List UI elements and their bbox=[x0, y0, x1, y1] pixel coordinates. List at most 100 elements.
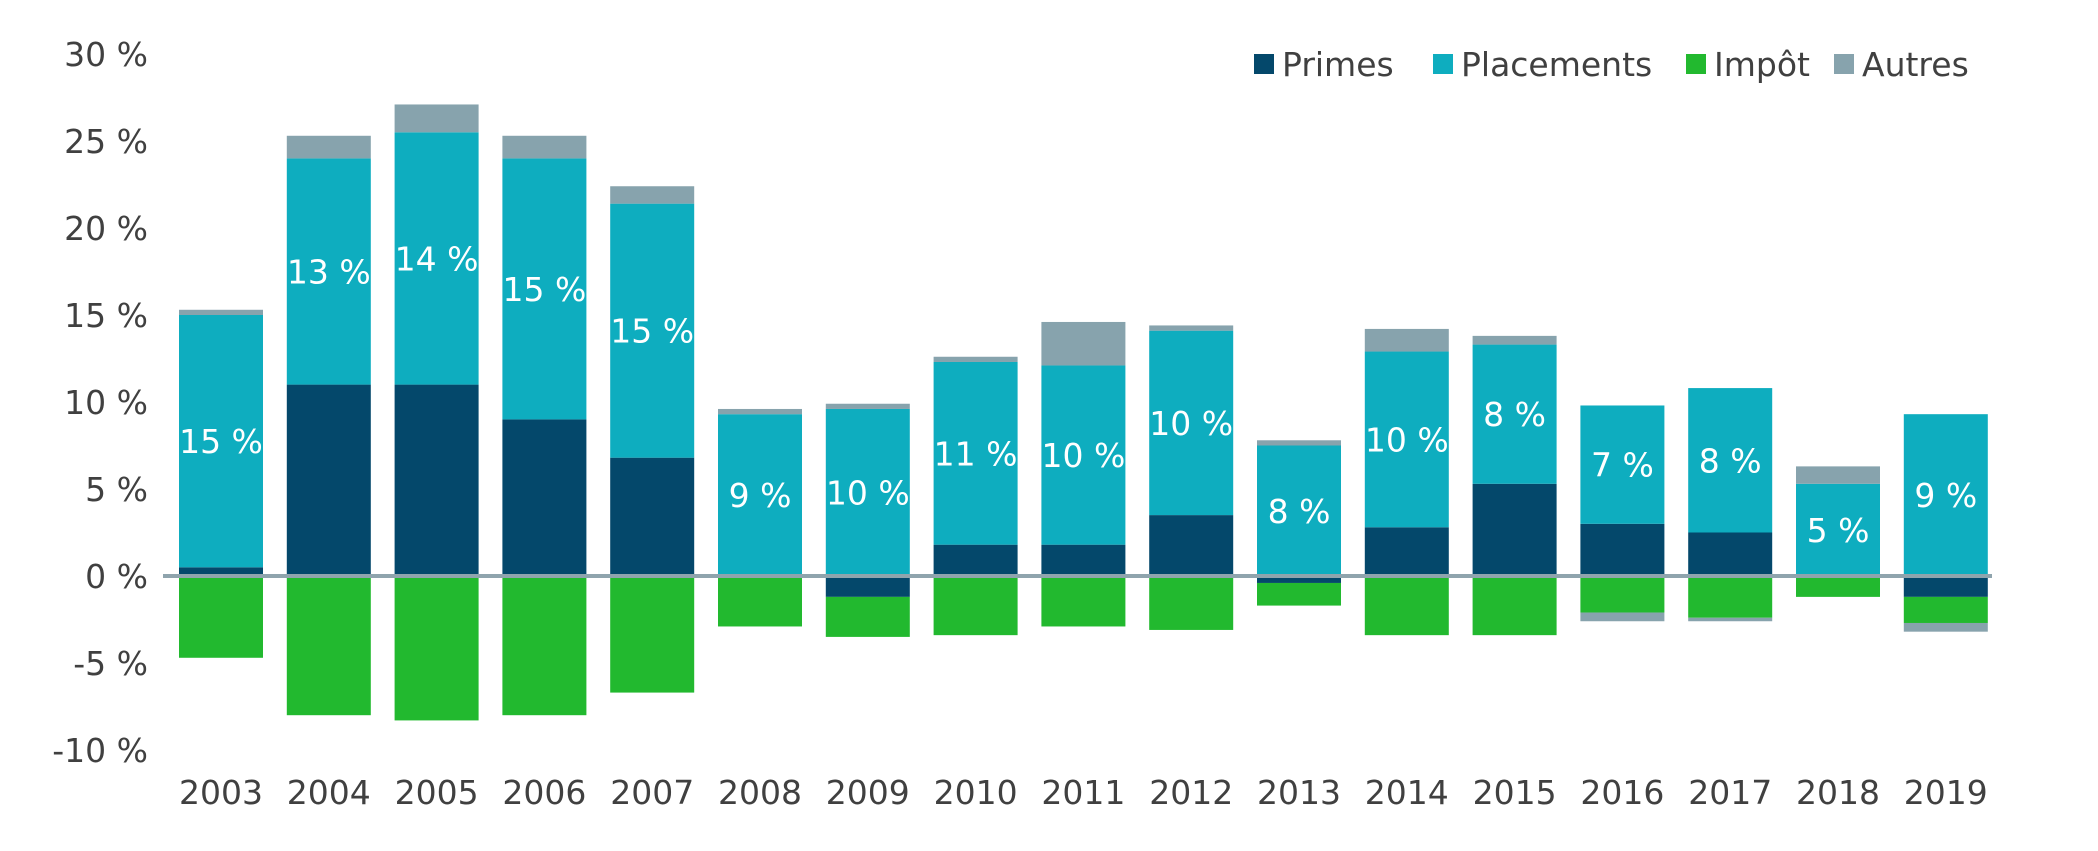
bar-value-label: 8 % bbox=[1483, 395, 1546, 434]
bar-segment-autres-2009 bbox=[825, 403, 910, 409]
y-tick-label: 25 % bbox=[64, 122, 148, 161]
bar-value-labels: 15 % 13 % 14 % 15 % 15 % 9 % 10 % 11 % 10 % 10 % 8… bbox=[179, 239, 1977, 549]
bar-segment-autres-2017 bbox=[1688, 617, 1773, 622]
y-tick-label: 20 % bbox=[64, 209, 148, 248]
bar-segment-impt-2012 bbox=[1149, 576, 1234, 630]
bar-segment-autres-2019 bbox=[1903, 622, 1988, 632]
bar-segment-primes-2012 bbox=[1149, 515, 1234, 576]
y-tick-label: 5 % bbox=[85, 470, 148, 509]
bar-segment-impt-2017 bbox=[1688, 576, 1773, 618]
x-tick-label: 2013 bbox=[1257, 773, 1341, 812]
bar-segment-primes-2006 bbox=[502, 419, 587, 576]
bar-segment-placements-2010 bbox=[933, 361, 1018, 545]
bar-segment-primes-2009 bbox=[825, 576, 910, 597]
bar-segment-placements-2011 bbox=[1041, 365, 1126, 545]
bar-segment-primes-2011 bbox=[1041, 544, 1126, 576]
bar-segment-placements-2012 bbox=[1149, 330, 1234, 516]
bar-segment-placements-2009 bbox=[825, 408, 910, 576]
bar-segment-autres-2007 bbox=[610, 186, 695, 204]
bar-segment-impt-2011 bbox=[1041, 576, 1126, 627]
bar-segment-autres-2016 bbox=[1580, 612, 1665, 622]
y-tick-label: -5 % bbox=[73, 644, 148, 683]
bar-segment-placements-2003 bbox=[179, 315, 263, 568]
x-tick-label: 2019 bbox=[1904, 773, 1988, 812]
bar-value-label: 15 % bbox=[502, 270, 586, 309]
legend-label: Autres bbox=[1862, 45, 1969, 84]
x-tick-label: 2017 bbox=[1688, 773, 1772, 812]
bar-segment-placements-2017 bbox=[1688, 388, 1773, 533]
bar-segment-autres-2010 bbox=[933, 356, 1018, 362]
bar-segment-placements-2014 bbox=[1364, 351, 1449, 528]
bar-value-label: 11 % bbox=[934, 434, 1018, 473]
bar-segment-impt-2013 bbox=[1257, 582, 1341, 606]
bar-value-label: 7 % bbox=[1591, 446, 1654, 485]
x-tick-label: 2015 bbox=[1473, 773, 1557, 812]
bar-segment-autres-2013 bbox=[1257, 440, 1341, 446]
bar-segment-placements-2016 bbox=[1580, 405, 1665, 524]
bar-segment-impt-2007 bbox=[610, 576, 695, 693]
bar-value-label: 14 % bbox=[395, 239, 479, 278]
bars bbox=[179, 104, 1988, 721]
x-tick-label: 2014 bbox=[1365, 773, 1449, 812]
bar-segment-placements-2018 bbox=[1796, 483, 1880, 576]
bar-value-label: 8 % bbox=[1699, 441, 1762, 480]
bar-value-label: 8 % bbox=[1268, 492, 1331, 531]
bar-segment-primes-2017 bbox=[1688, 532, 1773, 576]
legend-label: Primes bbox=[1282, 45, 1394, 84]
bar-segment-impt-2019 bbox=[1903, 596, 1988, 623]
x-tick-label: 2016 bbox=[1580, 773, 1664, 812]
bar-segment-placements-2006 bbox=[502, 158, 587, 420]
bar-segment-placements-2007 bbox=[610, 203, 695, 458]
x-tick-label: 2011 bbox=[1041, 773, 1125, 812]
y-axis-labels: 30 % 25 % 20 % 15 % 10 % 5 % 0 % -5 % -10 % bbox=[52, 35, 148, 770]
bar-segment-primes-2007 bbox=[610, 457, 695, 576]
bar-segment-autres-2008 bbox=[718, 408, 802, 415]
bar-segment-impt-2014 bbox=[1364, 576, 1449, 636]
bar-segment-impt-2003 bbox=[179, 576, 263, 658]
x-tick-label: 2010 bbox=[934, 773, 1018, 812]
y-tick-label: -10 % bbox=[52, 731, 148, 770]
bar-segment-impt-2006 bbox=[502, 576, 587, 716]
bar-segment-primes-2013 bbox=[1257, 576, 1341, 583]
x-tick-label: 2009 bbox=[826, 773, 910, 812]
x-tick-label: 2008 bbox=[718, 773, 802, 812]
bar-segment-impt-2016 bbox=[1580, 576, 1665, 613]
bar-segment-impt-2018 bbox=[1796, 576, 1880, 597]
bar-segment-impt-2009 bbox=[825, 596, 910, 637]
y-tick-label: 15 % bbox=[64, 296, 148, 335]
bar-segment-impt-2005 bbox=[394, 576, 479, 721]
x-tick-label: 2003 bbox=[179, 773, 263, 812]
bar-segment-primes-2010 bbox=[933, 544, 1018, 576]
bar-segment-primes-2019 bbox=[1903, 576, 1988, 597]
legend-swatch-impt bbox=[1686, 54, 1706, 74]
bar-value-label: 15 % bbox=[179, 422, 263, 461]
bar-segment-placements-2008 bbox=[718, 414, 802, 576]
bar-segment-autres-2003 bbox=[179, 309, 263, 315]
bar-value-label: 13 % bbox=[287, 253, 371, 292]
bar-value-label: 10 % bbox=[1041, 436, 1125, 475]
bar-value-label: 15 % bbox=[610, 312, 694, 351]
bar-value-label: 10 % bbox=[1365, 420, 1449, 459]
bar-segment-autres-2014 bbox=[1364, 328, 1449, 352]
legend-swatch-autres bbox=[1834, 54, 1854, 74]
bar-segment-primes-2015 bbox=[1472, 483, 1557, 576]
bar-segment-autres-2012 bbox=[1149, 325, 1234, 331]
legend-label: Placements bbox=[1461, 45, 1652, 84]
bar-value-label: 5 % bbox=[1807, 511, 1870, 550]
bar-value-label: 10 % bbox=[1149, 404, 1233, 443]
bar-segment-impt-2015 bbox=[1472, 576, 1557, 636]
legend-label: Impôt bbox=[1714, 45, 1810, 84]
legend: Primes Placements Impôt Autres bbox=[1254, 45, 1969, 84]
bar-segment-impt-2008 bbox=[718, 576, 802, 627]
bar-segment-autres-2018 bbox=[1796, 466, 1880, 484]
bar-segment-primes-2016 bbox=[1580, 523, 1665, 576]
bar-value-label: 9 % bbox=[1914, 476, 1977, 515]
bar-segment-placements-2004 bbox=[286, 158, 371, 385]
legend-swatch-primes bbox=[1254, 54, 1274, 74]
bar-segment-primes-2003 bbox=[179, 567, 263, 576]
bar-segment-placements-2019 bbox=[1903, 414, 1988, 576]
bar-segment-impt-2004 bbox=[286, 576, 371, 716]
bar-segment-autres-2005 bbox=[394, 104, 479, 133]
bar-segment-placements-2005 bbox=[394, 132, 479, 385]
